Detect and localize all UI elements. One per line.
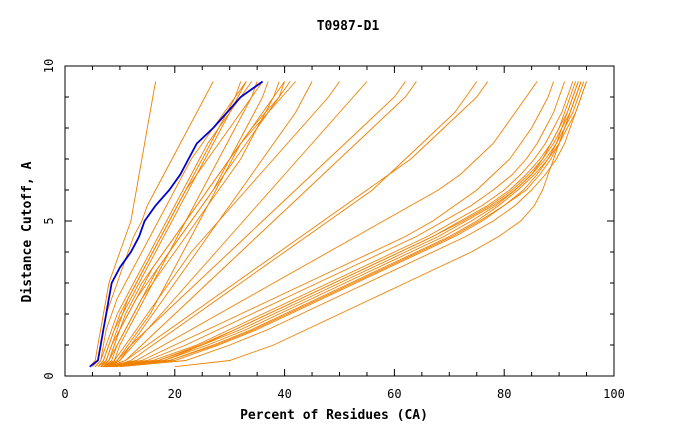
series-line-10 bbox=[103, 81, 296, 367]
x-tick-label: 80 bbox=[497, 387, 511, 401]
series-line-18 bbox=[108, 81, 417, 368]
plot-lines bbox=[89, 80, 587, 368]
x-tick-label: 100 bbox=[603, 387, 625, 401]
series-line-20 bbox=[111, 81, 478, 368]
series-line-11 bbox=[105, 81, 258, 368]
series-line-14 bbox=[100, 81, 286, 368]
series-line-34 bbox=[174, 81, 582, 368]
series-line-19 bbox=[103, 81, 406, 368]
highlight-series-line bbox=[89, 80, 264, 368]
y-tick-label: 0 bbox=[42, 372, 56, 379]
chart-title: T0987-D1 bbox=[317, 19, 380, 34]
series-line-30 bbox=[108, 81, 577, 368]
x-axis-label: Percent of Residues (CA) bbox=[240, 408, 428, 423]
series-line-3 bbox=[89, 81, 157, 367]
y-axis-label: Distance Cutoff, A bbox=[20, 161, 35, 302]
axes: 0 20 40 60 80 100 0 5 10 bbox=[42, 59, 625, 401]
x-tick-label: 20 bbox=[168, 387, 182, 401]
series-line-25 bbox=[103, 81, 574, 368]
y-tick-label: 5 bbox=[42, 217, 56, 224]
series-line-23 bbox=[100, 81, 555, 368]
series-line-33 bbox=[119, 81, 587, 368]
series-line-22 bbox=[103, 81, 538, 368]
series-line-13 bbox=[105, 81, 291, 368]
series-line-21 bbox=[108, 81, 489, 368]
series-line-12 bbox=[97, 81, 263, 367]
series-line-26 bbox=[108, 81, 579, 368]
series-line-15 bbox=[108, 81, 313, 368]
x-tick-label: 40 bbox=[277, 387, 291, 401]
series-line-24 bbox=[106, 81, 566, 368]
series-line-16 bbox=[103, 81, 340, 368]
x-tick-label: 60 bbox=[387, 387, 401, 401]
series-line-28 bbox=[114, 81, 587, 368]
series-line-31 bbox=[114, 81, 579, 368]
series-line-8 bbox=[94, 81, 253, 367]
x-tick-label: 0 bbox=[61, 387, 68, 401]
series-line-4 bbox=[97, 81, 247, 367]
y-tick-label: 10 bbox=[42, 59, 56, 73]
